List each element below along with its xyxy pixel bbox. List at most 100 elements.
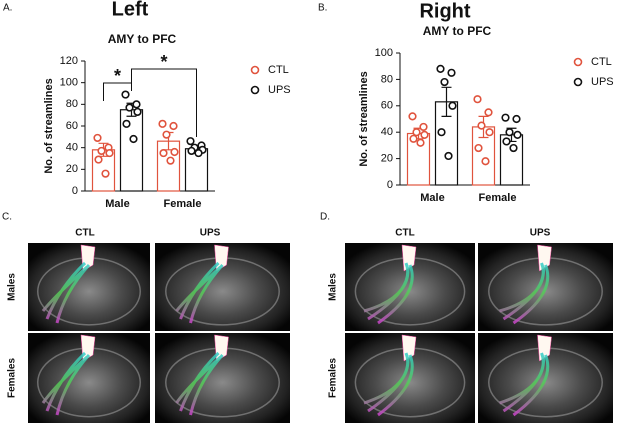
- data-point: [477, 121, 486, 130]
- data-point: [408, 112, 417, 121]
- significance-star: *: [114, 66, 121, 86]
- y-axis-label: No. of streamlines: [43, 78, 55, 173]
- legend-marker: [573, 57, 583, 67]
- data-point: [125, 103, 134, 112]
- data-point: [440, 77, 449, 87]
- tract: [499, 352, 550, 417]
- data-point: [166, 156, 175, 165]
- column-label: CTL: [75, 228, 94, 239]
- column-label: CTL: [395, 228, 414, 239]
- significance-bracket: [131, 68, 197, 137]
- data-point: [194, 148, 203, 158]
- x-tick-label: Female: [479, 192, 517, 204]
- data-point: [436, 64, 445, 73]
- tract: [41, 351, 91, 416]
- data-point: [481, 157, 490, 166]
- y-tick-label: 0: [72, 185, 78, 197]
- legend-marker: [250, 85, 260, 95]
- data-point: [162, 130, 171, 139]
- y-tick-label: 0: [387, 179, 393, 191]
- tract: [363, 262, 414, 325]
- row-label: Males: [7, 273, 18, 301]
- data-point: [187, 146, 196, 156]
- panel-label: C.: [2, 212, 12, 223]
- error-bar: [441, 86, 452, 117]
- y-tick-label: 120: [60, 55, 78, 67]
- x-tick-label: Male: [105, 198, 129, 210]
- y-tick-label: 80: [381, 73, 393, 85]
- y-tick-label: 40: [66, 142, 78, 154]
- chart-title: Right: [419, 0, 470, 22]
- legend-marker: [573, 77, 583, 87]
- chart-subtitle: AMY to PFC: [108, 32, 177, 46]
- tract: [41, 261, 91, 324]
- data-point: [505, 128, 514, 137]
- y-tick-label: 20: [381, 153, 393, 165]
- y-tick-label: 20: [66, 163, 78, 175]
- data-point: [122, 119, 131, 128]
- data-point: [509, 143, 518, 153]
- tract: [175, 261, 224, 324]
- data-point: [186, 137, 195, 146]
- panel-label: A.: [3, 3, 12, 14]
- data-point: [169, 121, 178, 131]
- data-point: [93, 133, 102, 143]
- legend-marker: [250, 65, 260, 75]
- data-point: [159, 148, 168, 158]
- data-point: [101, 169, 110, 178]
- row-label: Males: [328, 273, 339, 301]
- x-tick-label: Male: [420, 192, 444, 204]
- data-point: [94, 155, 103, 164]
- data-point: [170, 147, 179, 157]
- data-point: [437, 128, 446, 137]
- data-point: [485, 128, 494, 137]
- y-tick-label: 60: [381, 100, 393, 112]
- y-tick-label: 40: [381, 126, 393, 138]
- data-point: [512, 114, 521, 124]
- x-tick-label: Female: [164, 198, 202, 210]
- column-label: UPS: [530, 228, 551, 239]
- data-point: [501, 113, 510, 122]
- tract: [363, 352, 414, 417]
- y-tick-label: 100: [375, 47, 393, 59]
- legend-label: CTL: [591, 56, 612, 68]
- legend-label: UPS: [268, 84, 291, 96]
- legend-label: CTL: [268, 64, 289, 76]
- data-point: [409, 134, 418, 143]
- y-tick-label: 100: [60, 77, 78, 89]
- chart-title: Left: [112, 0, 149, 20]
- column-label: UPS: [200, 228, 221, 239]
- data-point: [448, 101, 457, 110]
- data-point: [97, 146, 106, 156]
- tract: [499, 262, 550, 325]
- significance-star: *: [160, 52, 167, 72]
- data-point: [158, 119, 167, 128]
- tract: [175, 351, 224, 416]
- data-point: [132, 100, 141, 109]
- data-point: [474, 143, 483, 153]
- data-point: [412, 128, 421, 137]
- y-tick-label: 60: [66, 120, 78, 132]
- y-tick-label: 80: [66, 98, 78, 110]
- data-point: [513, 130, 522, 139]
- data-point: [420, 130, 429, 139]
- data-point: [416, 138, 425, 147]
- y-axis-label: No. of streamlines: [358, 71, 370, 166]
- data-point: [447, 68, 456, 77]
- data-point: [129, 134, 138, 144]
- data-point: [133, 107, 142, 117]
- data-point: [105, 148, 114, 158]
- data-point: [473, 95, 482, 104]
- chart-subtitle: AMY to PFC: [423, 24, 492, 38]
- data-point: [444, 151, 453, 161]
- panel-label: D.: [320, 212, 330, 223]
- legend-label: UPS: [591, 76, 614, 88]
- data-point: [121, 90, 130, 99]
- row-label: Females: [7, 358, 18, 398]
- data-point: [419, 122, 428, 132]
- panel-label: B.: [318, 3, 327, 14]
- data-point: [502, 137, 511, 146]
- data-point: [484, 108, 493, 117]
- row-label: Females: [328, 358, 339, 398]
